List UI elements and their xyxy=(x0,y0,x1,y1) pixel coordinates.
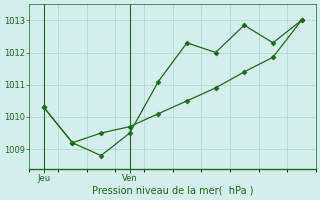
X-axis label: Pression niveau de la mer(  hPa ): Pression niveau de la mer( hPa ) xyxy=(92,186,253,196)
